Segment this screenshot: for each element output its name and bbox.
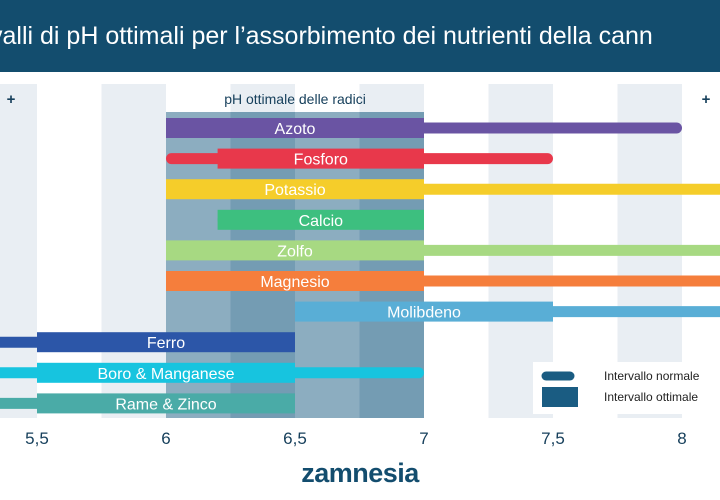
bar-label-rame-and-zinco: Rame & Zinco — [115, 396, 216, 413]
x-tick-label: 5,5 — [25, 429, 49, 448]
optimal-range-bar-azoto — [166, 118, 424, 138]
zamnesia-logo: zamnesia — [301, 458, 419, 488]
optimal-range-bar-boro-and-manganese — [37, 362, 295, 383]
nutrient-bars: Azoto Fosforo Potassio Calcio Zolfo Magnesio M… — [0, 118, 720, 414]
x-tick-label: 8 — [677, 429, 686, 448]
bar-label-molibdeno: Molibdeno — [387, 305, 461, 322]
x-tick-label: 6 — [161, 429, 170, 448]
optimal-range-bar-potassio — [166, 179, 424, 200]
x-tick-label: 7 — [419, 429, 428, 448]
x-tick-label: 7,5 — [541, 429, 565, 448]
optimal-zone-label: pH ottimale delle radici — [224, 91, 366, 107]
bar-group-ferro: Ferro — [0, 332, 295, 353]
bar-group-boro-and-manganese: Boro & Manganese — [0, 362, 424, 383]
legend-optimal-swatch — [542, 387, 578, 407]
bar-label-potassio: Potassio — [264, 182, 325, 199]
bar-group-molibdeno: Molibdeno — [295, 301, 720, 322]
optimal-range-bar-magnesio — [166, 271, 424, 291]
bar-group-calcio: Calcio — [217, 209, 424, 230]
bar-label-fosforo: Fosforo — [294, 152, 348, 169]
bar-group-zolfo: Zolfo — [166, 240, 720, 261]
bar-label-calcio: Calcio — [299, 213, 344, 230]
chart-title: valli di pH ottimali per l’assorbimento … — [0, 22, 653, 50]
bar-group-fosforo: Fosforo — [166, 148, 553, 169]
x-tick-label: 6,5 — [283, 429, 307, 448]
bar-label-boro-and-manganese: Boro & Manganese — [98, 366, 235, 383]
bar-group-magnesio: Magnesio — [166, 271, 720, 291]
header-gap — [0, 72, 720, 84]
bar-group-azoto: Azoto — [166, 118, 682, 138]
edge-marker-left: + — [7, 91, 16, 108]
x-axis: 5,5 6 6,5 7 7,5 8 — [25, 429, 687, 448]
optimal-range-bar-rame-and-zinco — [37, 393, 295, 414]
bar-group-potassio: Potassio — [166, 179, 720, 200]
bar-label-azoto: Azoto — [275, 121, 316, 138]
optimal-range-bar-calcio — [217, 209, 424, 230]
bar-label-magnesio: Magnesio — [260, 274, 329, 291]
bar-label-ferro: Ferro — [147, 335, 185, 352]
optimal-range-bar-molibdeno — [295, 301, 553, 322]
optimal-range-bar-zolfo — [166, 240, 424, 261]
legend-optimal-label: Intervallo ottimale — [604, 390, 698, 404]
bar-label-zolfo: Zolfo — [277, 243, 313, 260]
grid-stripe — [101, 84, 166, 418]
grid-stripe — [0, 84, 37, 418]
legend-normal-label: Intervallo normale — [604, 369, 700, 383]
optimal-range-bar-ferro — [37, 332, 295, 353]
title-bar: valli di pH ottimali per l’assorbimento … — [0, 0, 720, 72]
legend: Intervallo normale Intervallo ottimale — [533, 362, 720, 414]
bar-group-rame-and-zinco: Rame & Zinco — [0, 393, 295, 414]
edge-marker-right: + — [702, 91, 711, 108]
optimal-range-bar-fosforo — [217, 148, 424, 169]
